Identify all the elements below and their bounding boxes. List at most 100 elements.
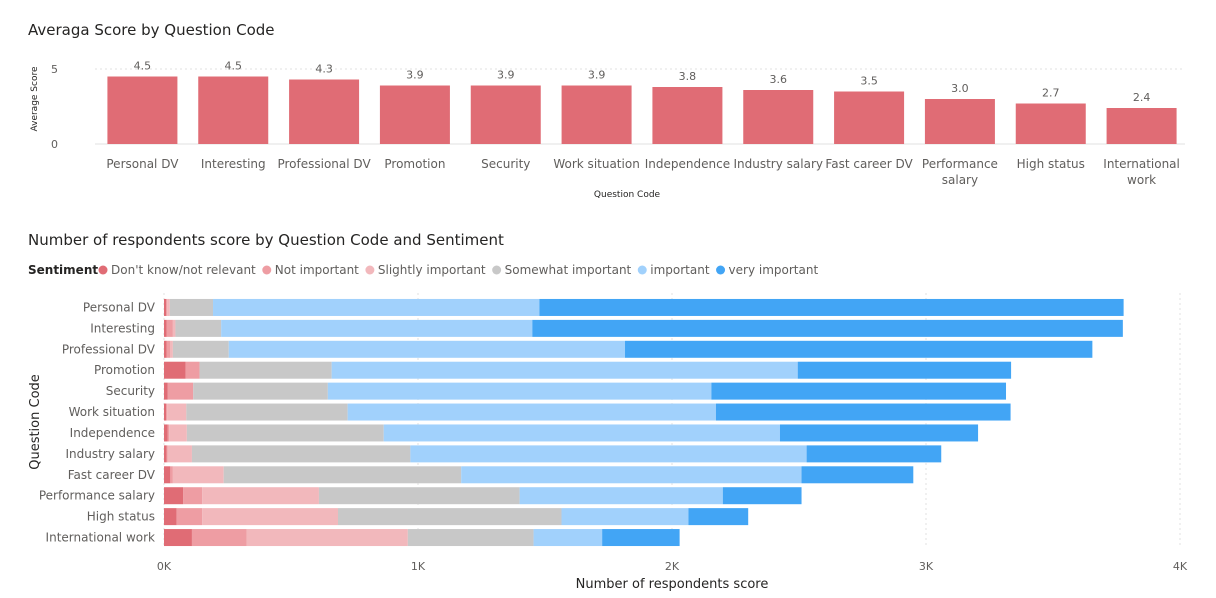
chart-2-bar-segment	[164, 319, 167, 337]
chart-2-bar-segment	[164, 466, 171, 484]
chart-2-bar-segment	[164, 487, 184, 505]
chart-2-bar-segment	[170, 340, 173, 358]
chart-2-bar-segment	[166, 403, 168, 421]
chart-1-y-tick-label: 5	[51, 63, 58, 76]
chart-2-y-tick-label: Personal DV	[83, 300, 156, 314]
chart-2-bar-segment	[164, 361, 186, 379]
chart-1-bar	[924, 99, 995, 144]
chart-1-data-label: 3.9	[497, 69, 515, 82]
chart-1-bar	[289, 79, 360, 144]
chart-1-x-tick-label: High status	[1017, 157, 1085, 171]
chart-2-bar-segment	[166, 319, 173, 337]
chart-2-bar-segment	[166, 445, 168, 463]
chart-1-x-tick-label: work	[1127, 173, 1156, 187]
chart-2-bar-segment	[167, 424, 170, 442]
chart-2-bar-segment	[172, 319, 176, 337]
chart-2-bar-segment	[167, 445, 192, 463]
chart-2-bar-segment	[164, 382, 168, 400]
chart-2-x-tick-label: 0K	[157, 560, 172, 573]
chart-2-bar-segment	[169, 424, 187, 442]
chart-1-data-label: 3.9	[588, 69, 606, 82]
chart-2-legend-marker	[262, 265, 272, 275]
chart-1-data-label: 3.6	[770, 73, 788, 86]
chart-2-x-axis-label: Number of respondents score	[576, 577, 769, 592]
chart-2-bar-segment	[202, 487, 319, 505]
chart-1-data-label: 4.5	[225, 60, 243, 73]
chart-2-x-tick-label: 3K	[919, 560, 934, 573]
chart-2-bar-segment	[164, 424, 168, 442]
chart-2-bar-segment	[166, 298, 168, 316]
chart-2-bar-segment	[213, 298, 540, 316]
chart-1-x-tick-label: Interesting	[201, 157, 266, 171]
chart-1-bar	[652, 87, 723, 144]
chart-2-bar-segment	[202, 508, 338, 526]
chart-2-y-tick-label: Fast career DV	[68, 468, 156, 482]
chart-1-x-tick-label: Performance	[922, 157, 998, 171]
chart-2-bar-segment	[461, 466, 802, 484]
chart-2-bar-segment	[539, 298, 1124, 316]
chart-2-legend-marker	[365, 265, 375, 275]
chart-2-x-tick-label: 1K	[411, 560, 426, 573]
chart-2-bar-segment	[688, 508, 749, 526]
chart-2-x-tick-label: 4K	[1173, 560, 1188, 573]
chart-2-bar-segment	[172, 466, 224, 484]
chart-2-y-tick-label: Independence	[70, 426, 155, 440]
chart-1-bar	[1106, 108, 1177, 144]
chart-2-bar-segment	[532, 319, 1123, 337]
chart-1-bar	[198, 76, 269, 144]
chart-2-y-tick-label: Interesting	[90, 321, 155, 335]
chart-1-x-tick-label: salary	[942, 173, 978, 187]
chart-2-bar-segment	[246, 529, 408, 547]
chart-1-data-label: 3.5	[860, 75, 878, 88]
chart-2-legend-marker	[716, 265, 726, 275]
chart-2-x-tick-label: 2K	[665, 560, 680, 573]
chart-2-bar-segment	[228, 340, 626, 358]
chart-2-legend-label: very important	[729, 263, 819, 277]
chart-1-bar	[743, 90, 814, 144]
chart-1-x-tick-label: Fast career DV	[825, 157, 913, 171]
chart-2-bar-segment	[170, 466, 173, 484]
chart-2-bar-segment	[164, 298, 167, 316]
chart-1-x-tick-label: Industry salary	[733, 157, 823, 171]
chart-1-data-label: 3.9	[406, 69, 424, 82]
chart-2-bar-segment	[801, 466, 914, 484]
chart-2-bar-segment	[186, 424, 384, 442]
chart-2-bar-segment	[185, 361, 200, 379]
chart-2-bar-segment	[167, 382, 194, 400]
chart-2-y-tick-label: Industry salary	[65, 447, 155, 461]
chart-1-data-label: 4.3	[315, 63, 333, 76]
chart-2-bar-segment	[327, 382, 712, 400]
chart-2-bar-segment	[407, 529, 534, 547]
chart-2-y-tick-label: Security	[106, 384, 155, 398]
chart-1-x-tick-label: Professional DV	[277, 157, 371, 171]
chart-1-x-tick-label: Promotion	[384, 157, 445, 171]
chart-1-data-label: 2.7	[1042, 87, 1060, 100]
chart-2-legend-title: Sentiment	[28, 263, 98, 277]
chart-1-x-tick-label: Independence	[645, 157, 730, 171]
chart-2-bar-segment	[164, 529, 192, 547]
chart-1-data-label: 3.8	[679, 70, 697, 83]
chart-2-bar-segment	[183, 487, 203, 505]
chart-1-title: Averaga Score by Question Code	[28, 21, 275, 39]
chart-2-title: Number of respondents score by Question …	[28, 231, 504, 249]
chart-2-bar-segment	[779, 424, 979, 442]
chart-2-bar-segment	[221, 319, 533, 337]
chart-1-x-tick-label: Personal DV	[106, 157, 179, 171]
chart-2-legend-label: Don't know/not relevant	[111, 263, 256, 277]
chart-2-bar-segment	[164, 508, 177, 526]
chart-1-x-axis-label: Question Code	[594, 190, 661, 200]
chart-1-x-tick-label: International	[1103, 157, 1180, 171]
chart-1-bar	[834, 91, 905, 144]
chart-1-bar	[470, 85, 541, 144]
chart-2-legend-label: important	[650, 263, 710, 277]
chart-2-bar-segment	[199, 361, 332, 379]
chart-2-bar-segment	[164, 445, 167, 463]
chart-2-bar-segment	[175, 319, 222, 337]
chart-2-legend-label: Somewhat important	[505, 263, 632, 277]
chart-2-bar-segment	[193, 382, 328, 400]
chart-2-bar-segment	[806, 445, 942, 463]
chart-2-bar-segment	[410, 445, 807, 463]
chart-2-legend-label: Slightly important	[378, 263, 486, 277]
chart-2-y-axis-label: Question Code	[28, 374, 43, 470]
chart-2-bar-segment	[383, 424, 780, 442]
